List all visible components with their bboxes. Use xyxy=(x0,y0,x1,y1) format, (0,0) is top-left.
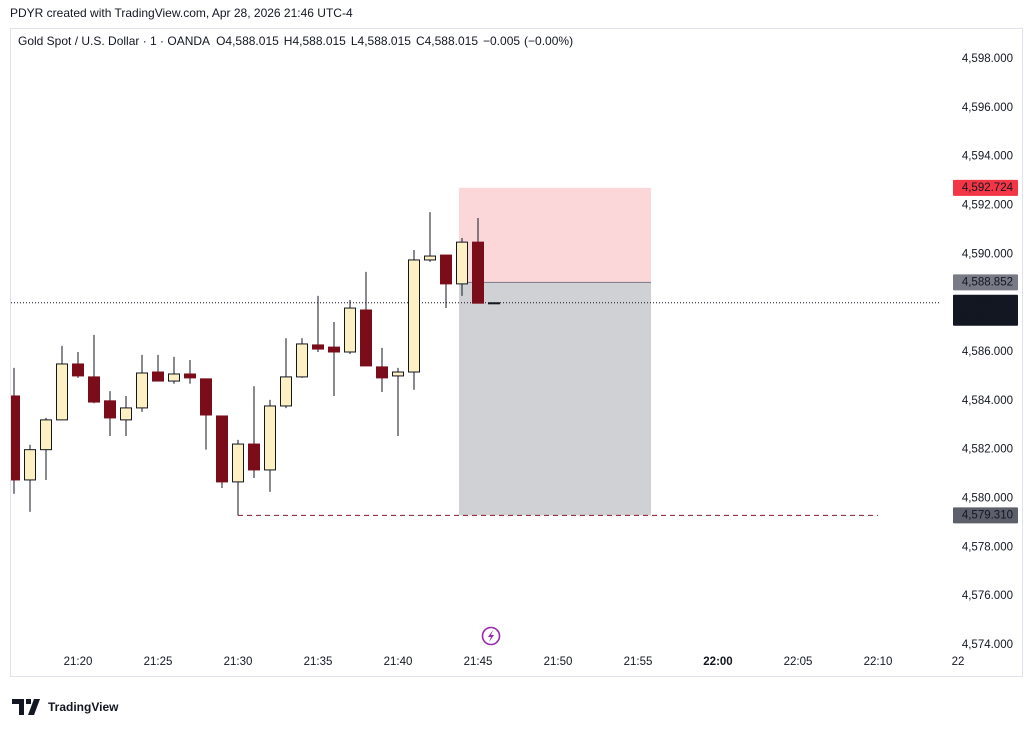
bear-body xyxy=(216,415,228,483)
bull-body xyxy=(408,259,420,373)
bull-body xyxy=(424,255,436,261)
brand: TradingView xyxy=(48,700,119,714)
bear-body xyxy=(312,344,324,350)
y-tick-label: 4,596.000 xyxy=(962,102,1013,114)
x-tick-label: 22 xyxy=(952,656,965,668)
x-tick-label: 22:00 xyxy=(703,656,732,668)
y-tick-label: 4,582.000 xyxy=(962,444,1013,456)
bull-body xyxy=(24,449,36,481)
bull-body xyxy=(120,407,132,421)
bear-body xyxy=(184,373,196,379)
x-tick-label: 21:40 xyxy=(384,656,413,668)
bear-body xyxy=(248,443,260,471)
x-tick-label: 21:45 xyxy=(464,656,493,668)
bear-body xyxy=(440,254,452,285)
ohlc-value: 4,588.015 xyxy=(225,34,279,48)
y-tick-label: 4,574.000 xyxy=(962,639,1013,651)
bear-body xyxy=(328,346,340,353)
alert-icon xyxy=(481,626,501,646)
y-tick-label: 4,576.000 xyxy=(962,590,1013,602)
bear-body xyxy=(200,378,212,416)
bear-body xyxy=(360,309,372,367)
x-tick-label: 22:05 xyxy=(784,656,813,668)
x-tick-label: 21:30 xyxy=(224,656,253,668)
y-tick-label: 4,580.000 xyxy=(962,493,1013,505)
target-zone xyxy=(459,282,651,516)
y-tick-label: 4,578.000 xyxy=(962,541,1013,553)
y-tick-label: 4,592.000 xyxy=(962,200,1013,212)
bull-body xyxy=(488,302,500,305)
brand-logo xyxy=(12,699,40,715)
y-tick-label: 4,584.000 xyxy=(962,395,1013,407)
countdown: 00:55 xyxy=(959,311,988,323)
last-price-bg xyxy=(953,294,1018,326)
bear-body xyxy=(152,371,164,382)
ohlc-name: L xyxy=(351,34,358,48)
ohlc-name: C xyxy=(416,34,425,48)
price-label: 4,588.852 xyxy=(962,276,1013,288)
price-label-bg xyxy=(953,507,1018,524)
ohlc-value: 4,588.015 xyxy=(292,34,346,48)
ohlc-value: 4,588.015 xyxy=(358,34,412,48)
bull-body xyxy=(296,343,308,378)
bull-body xyxy=(232,443,244,483)
change: −0.005 xyxy=(483,34,520,48)
bull-body xyxy=(56,363,68,421)
x-tick-label: 21:50 xyxy=(544,656,573,668)
chart-frame xyxy=(10,28,1023,677)
y-tick-label: 4,594.000 xyxy=(962,151,1013,163)
bull-body xyxy=(280,376,292,407)
bear-body xyxy=(472,241,484,304)
x-tick-label: 21:35 xyxy=(304,656,333,668)
bull-body xyxy=(136,372,148,409)
bull-body xyxy=(392,371,404,377)
legend-text: Gold Spot / U.S. Dollar · 1 · OANDA O4,58… xyxy=(18,34,573,48)
ohlc-name: O xyxy=(216,34,225,48)
price-label-bg xyxy=(953,179,1018,196)
price-label: 4,579.310 xyxy=(962,509,1013,521)
ohlc-value: 4,588.015 xyxy=(425,34,479,48)
y-tick-label: 4,590.000 xyxy=(962,248,1013,260)
y-tick-label: 4,586.000 xyxy=(962,346,1013,358)
bear-body xyxy=(11,395,20,481)
last-price-label: 4,588.015 xyxy=(962,297,1014,309)
plot-area xyxy=(11,187,940,516)
bull-body xyxy=(40,419,52,451)
price-label: 4,592.724 xyxy=(962,182,1014,194)
x-tick-label: 22:10 xyxy=(864,656,893,668)
bear-body xyxy=(72,363,84,377)
price-label-bg xyxy=(953,274,1018,291)
y-tick-label: 4,598.000 xyxy=(962,53,1013,65)
bull-body xyxy=(456,241,468,285)
ohlc-name: H xyxy=(284,34,293,48)
stop-zone xyxy=(459,187,651,283)
x-tick-label: 21:25 xyxy=(144,656,173,668)
symbol: Gold Spot / U.S. Dollar · 1 · OANDA xyxy=(18,34,210,48)
x-tick-label: 21:55 xyxy=(624,656,653,668)
bear-body xyxy=(104,400,116,419)
x-tick-label: 21:20 xyxy=(64,656,93,668)
bull-body xyxy=(264,405,276,471)
header: PDYR created with TradingView.com, Apr 2… xyxy=(10,6,353,20)
bear-body xyxy=(88,376,100,403)
bear-body xyxy=(376,366,388,379)
legend: Gold Spot / U.S. Dollar · 1 · OANDA O4,58… xyxy=(18,34,573,48)
change-pct: (−0.00%) xyxy=(524,34,573,48)
bull-body xyxy=(168,373,180,382)
bull-body xyxy=(344,307,356,353)
